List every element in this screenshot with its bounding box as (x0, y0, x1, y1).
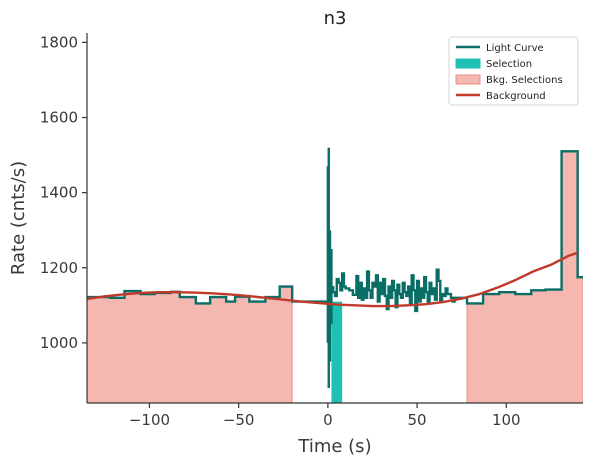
y-tick-label: 1400 (40, 184, 78, 202)
x-tick-label: −50 (223, 411, 255, 429)
legend-item-bkg-selections: Bkg. Selections (455, 74, 563, 86)
bkg-selection-fill (466, 150, 583, 403)
background-curve (87, 251, 579, 308)
legend-swatch-selection (455, 58, 481, 69)
legend-label-background: Background (486, 91, 546, 102)
light-curve-line (87, 150, 583, 313)
legend-label-selection: Selection (486, 59, 532, 70)
plot-area (87, 147, 583, 403)
selection-fill (331, 301, 343, 403)
x-tick-label: 50 (408, 411, 427, 429)
legend-label-light-curve: Light Curve (486, 43, 544, 54)
x-tick-label: 0 (323, 411, 333, 429)
y-tick-label: 1800 (40, 33, 78, 51)
y-axis-label: Rate (cnts/s) (8, 161, 29, 275)
legend-swatch-bkg-selections (455, 74, 481, 85)
legend-item-background: Background (456, 91, 546, 102)
legend-frame (448, 36, 579, 106)
legend-item-selection: Selection (455, 58, 532, 70)
bkg-selection-fill (87, 286, 293, 403)
x-tick-label: 100 (492, 411, 521, 429)
y-tick-label: 1000 (40, 334, 78, 352)
legend-label-bkg-selections: Bkg. Selections (486, 75, 563, 86)
x-axis-label: Time (s) (297, 436, 371, 457)
x-tick-label: −100 (129, 411, 170, 429)
legend-item-light-curve: Light Curve (456, 43, 544, 54)
chart-title: n3 (324, 8, 347, 29)
plot-content (87, 147, 583, 403)
y-tick-label: 1200 (40, 259, 78, 277)
legend: Light Curve Selection Bkg. Selections Backg… (448, 36, 579, 106)
axes: −100 −50 0 50 100 1000 1200 1400 1600 1800 (40, 33, 583, 429)
y-tick-label: 1600 (40, 109, 78, 127)
